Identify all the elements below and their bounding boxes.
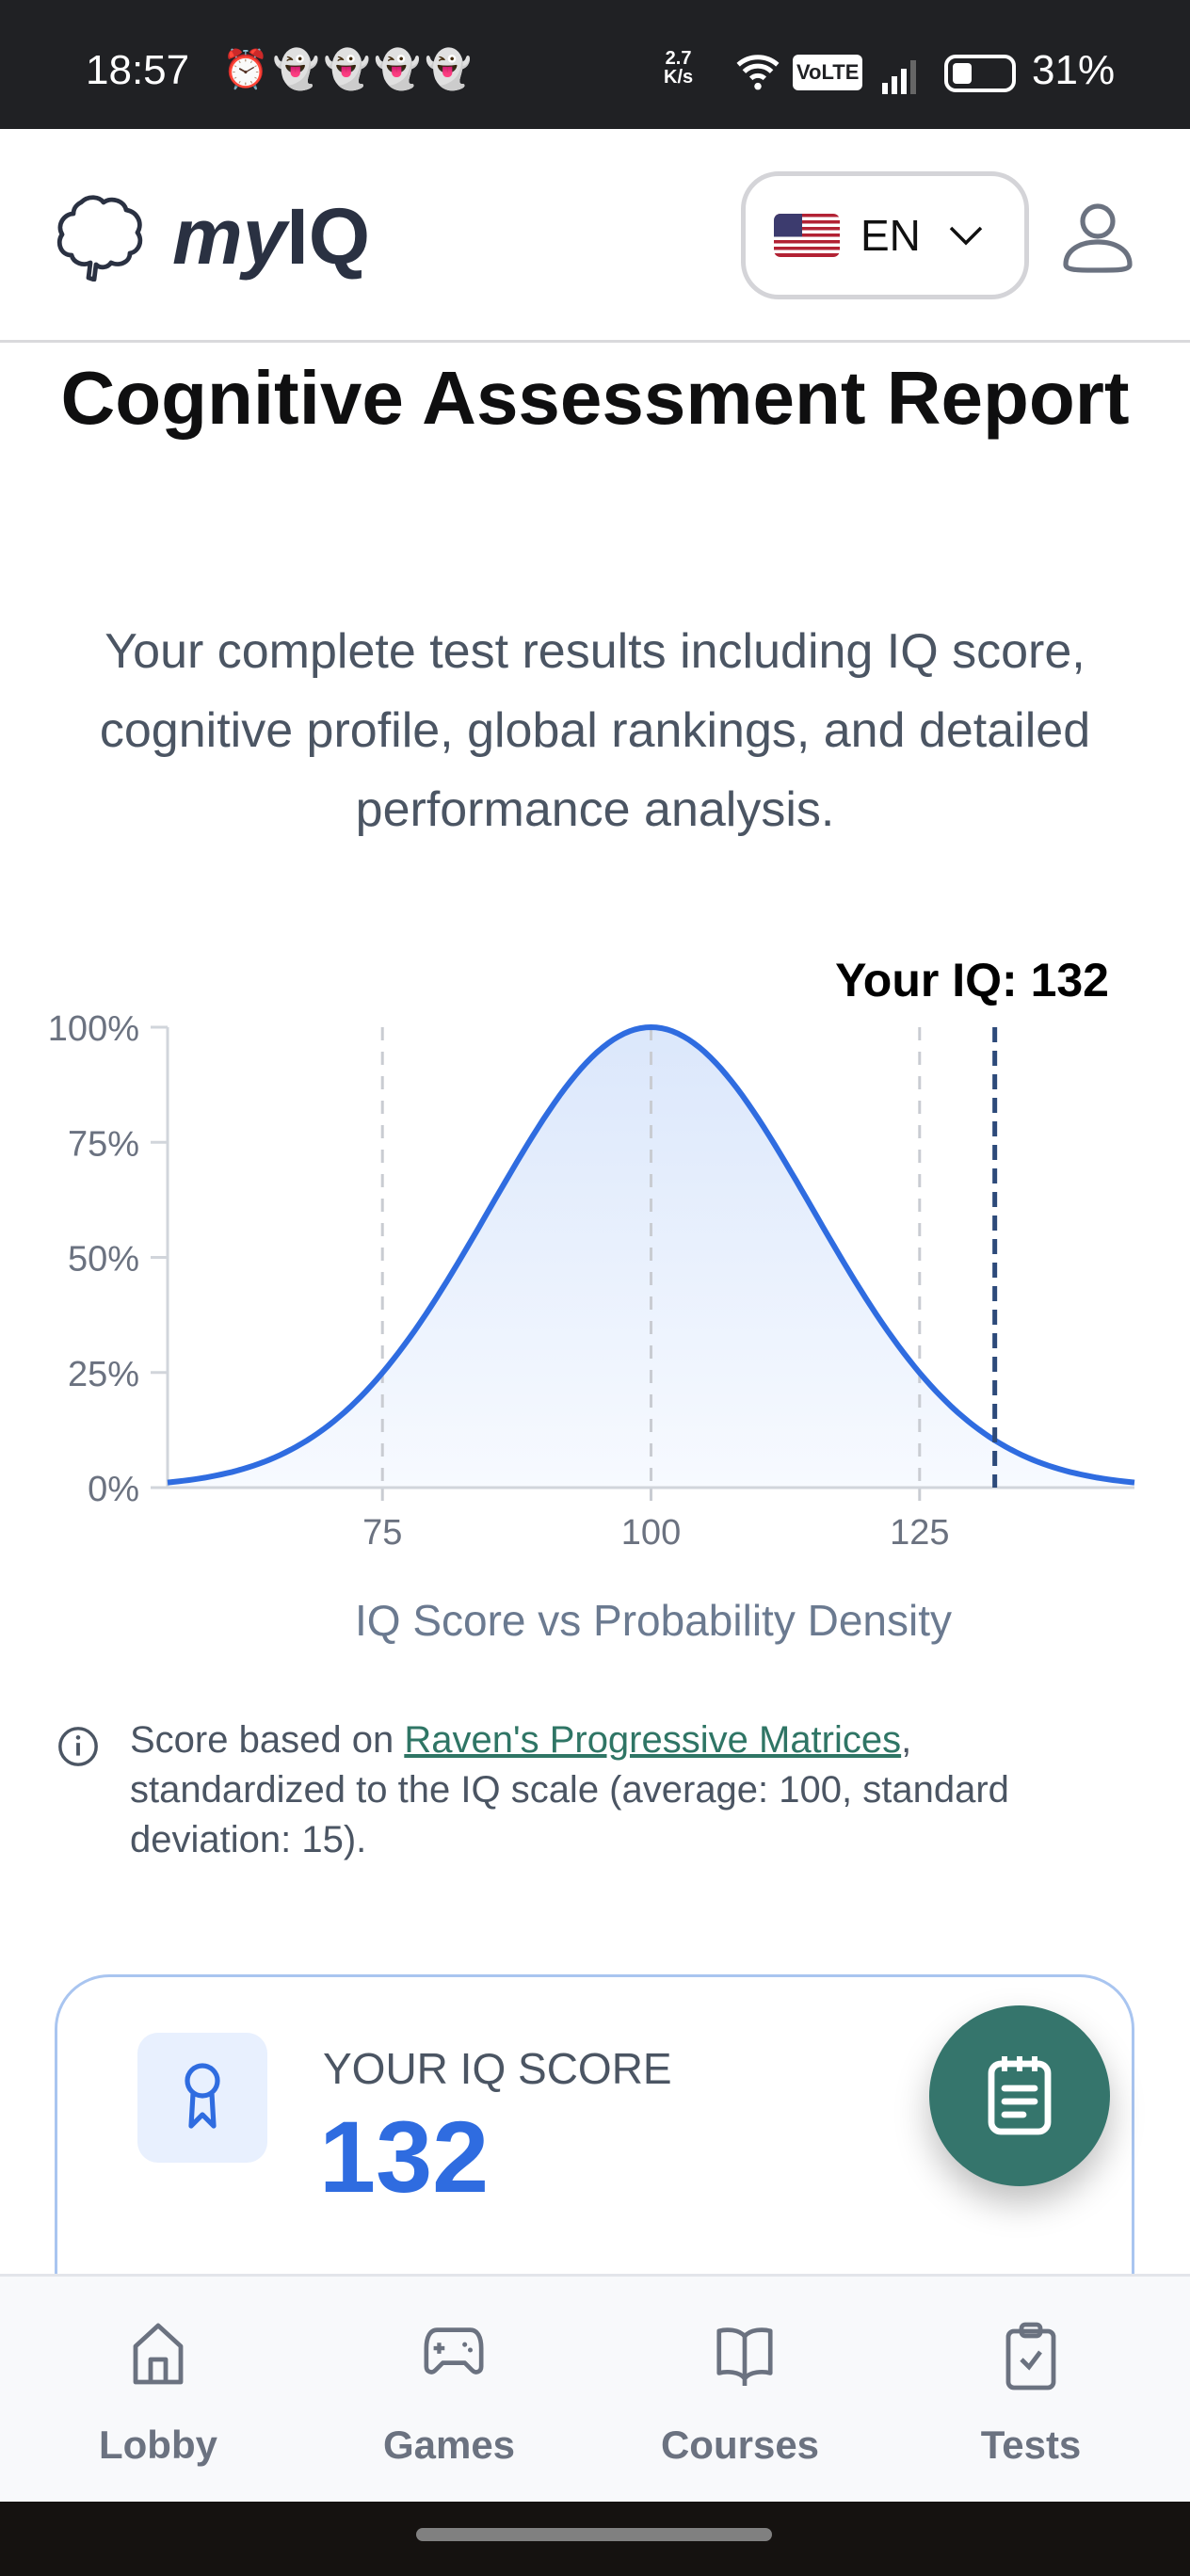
nav-tests-label: Tests xyxy=(980,2423,1082,2467)
bottom-nav: Lobby Games Courses Tests xyxy=(0,2274,1190,2502)
page-title: Cognitive Assessment Report xyxy=(60,356,1130,440)
info-icon xyxy=(58,1727,98,1766)
nav-tests[interactable]: Tests xyxy=(882,2277,1180,2504)
density-curve xyxy=(167,1023,1135,1486)
gesture-bar xyxy=(0,2502,1190,2576)
x-tick-label: 125 xyxy=(890,1513,949,1553)
network-speed-unit: K/s xyxy=(664,67,694,88)
clipboard-check-icon xyxy=(1005,2322,1056,2391)
user-icon[interactable] xyxy=(1060,202,1135,274)
score-value: 132 xyxy=(319,2100,490,2214)
nav-games[interactable]: Games xyxy=(300,2277,598,2504)
chart-svg: 75 100 125 0% 25% 50% 75% 100% xyxy=(48,1009,1135,1553)
x-axis-title: IQ Score vs Probability Density xyxy=(354,1596,952,1645)
nav-lobby-label: Lobby xyxy=(99,2423,217,2467)
signal-icon xyxy=(882,60,916,94)
y-tick-label: 0% xyxy=(88,1470,139,1509)
notification-icons: ⏰👻👻👻👻 xyxy=(222,49,476,90)
notepad-icon xyxy=(988,2056,1052,2135)
score-label: YOUR IQ SCORE xyxy=(323,2044,672,2093)
chevron-down-icon xyxy=(949,226,983,246)
note-prefix: Score based on xyxy=(130,1719,405,1761)
nav-lobby[interactable]: Lobby xyxy=(9,2277,307,2504)
nav-games-label: Games xyxy=(382,2423,516,2467)
brain-icon xyxy=(56,195,143,282)
us-flag-icon xyxy=(774,214,840,257)
your-iq-annotation: Your IQ: 132 xyxy=(835,954,1109,1006)
logo[interactable]: myIQ xyxy=(172,191,370,282)
score-note: Score based on Raven's Progressive Matri… xyxy=(130,1715,1128,1865)
battery-percent: 31% xyxy=(1032,47,1116,93)
x-tick-label: 100 xyxy=(621,1513,681,1553)
award-icon xyxy=(185,2063,220,2129)
volte-badge: VoLTE xyxy=(793,55,863,90)
y-tick-label: 50% xyxy=(68,1240,139,1280)
logo-prefix: my xyxy=(172,192,287,281)
award-icon-box xyxy=(137,2033,267,2163)
floating-notes-button[interactable] xyxy=(929,2005,1110,2186)
battery-icon xyxy=(944,55,1016,92)
y-tick-label: 100% xyxy=(48,1009,139,1049)
y-tick-label: 75% xyxy=(68,1124,139,1164)
network-speed-value: 2.7 xyxy=(665,48,692,69)
language-selector[interactable]: EN xyxy=(741,171,1029,299)
home-indicator[interactable] xyxy=(416,2528,772,2541)
status-time: 18:57 xyxy=(86,47,190,93)
note-suffix: , standardized to the IQ scale (average:… xyxy=(130,1719,1009,1860)
language-code: EN xyxy=(860,211,921,260)
status-bar: 18:57 ⏰👻👻👻👻 2.7 K/s VoLTE 31% xyxy=(0,0,1190,129)
book-icon xyxy=(716,2327,773,2387)
x-tick-label: 75 xyxy=(362,1513,402,1553)
nav-courses[interactable]: Courses xyxy=(591,2277,889,2504)
page-subtitle: Your complete test results including IQ … xyxy=(99,624,1091,837)
iq-distribution-chart: 75 100 125 0% 25% 50% 75% 100% Your IQ: 132 IQ … xyxy=(0,932,1190,1666)
nav-courses-label: Courses xyxy=(660,2423,820,2467)
home-icon xyxy=(133,2323,184,2385)
ravens-matrices-link[interactable]: Raven's Progressive Matrices xyxy=(404,1719,902,1761)
wifi-icon xyxy=(734,47,781,104)
logo-suffix: IQ xyxy=(286,192,371,281)
app-header: myIQ EN xyxy=(0,129,1190,343)
gamepad-icon xyxy=(424,2327,484,2375)
y-tick-label: 25% xyxy=(68,1355,139,1394)
network-speed: 2.7 K/s xyxy=(664,49,693,87)
